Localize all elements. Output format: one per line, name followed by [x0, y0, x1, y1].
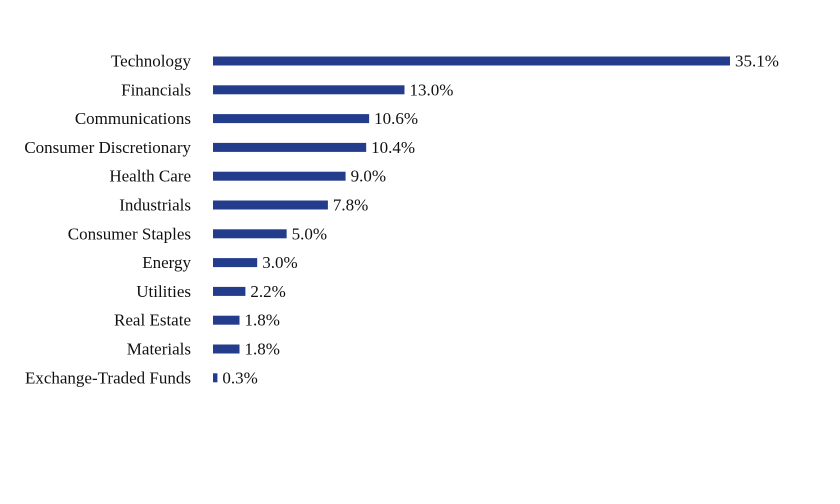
bar-financials	[213, 85, 405, 95]
value-label-utilities: 2.2%	[250, 282, 285, 301]
value-label-financials: 13.0%	[409, 80, 453, 99]
bar-real-estate	[213, 315, 240, 325]
category-label-exchange-traded-funds: Exchange-Traded Funds	[25, 368, 191, 387]
category-label-technology: Technology	[111, 52, 192, 71]
category-label-materials: Materials	[127, 340, 191, 359]
bar-technology	[213, 56, 730, 66]
value-label-technology: 35.1%	[735, 52, 779, 71]
category-label-industrials: Industrials	[119, 196, 191, 215]
category-label-consumer-staples: Consumer Staples	[68, 224, 191, 243]
category-label-utilities: Utilities	[136, 282, 191, 301]
bar-consumer-staples	[213, 229, 287, 239]
value-label-exchange-traded-funds: 0.3%	[222, 368, 257, 387]
bar-health-care	[213, 171, 346, 181]
value-label-health-care: 9.0%	[351, 167, 386, 186]
value-label-consumer-staples: 5.0%	[292, 224, 327, 243]
category-label-communications: Communications	[75, 109, 191, 128]
category-label-real-estate: Real Estate	[114, 311, 191, 330]
bar-communications	[213, 114, 370, 124]
bar-exchange-traded-funds	[213, 373, 218, 383]
value-label-industrials: 7.8%	[333, 196, 368, 215]
value-label-communications: 10.6%	[374, 109, 418, 128]
category-label-consumer-discretionary: Consumer Discretionary	[24, 138, 191, 157]
bar-industrials	[213, 200, 328, 210]
category-labels-group: Technology Financials Communications Consum…	[24, 52, 191, 388]
value-label-real-estate: 1.8%	[245, 311, 280, 330]
bar-consumer-discretionary	[213, 142, 367, 152]
value-label-materials: 1.8%	[245, 340, 280, 359]
category-label-health-care: Health Care	[109, 167, 191, 186]
bar-energy	[213, 258, 258, 268]
category-label-financials: Financials	[121, 80, 191, 99]
bar-materials	[213, 344, 240, 354]
category-label-energy: Energy	[142, 253, 191, 272]
value-label-consumer-discretionary: 10.4%	[371, 138, 415, 157]
bars-group	[213, 56, 730, 383]
bar-utilities	[213, 286, 246, 296]
value-labels-group: 35.1% 13.0% 10.6% 10.4% 9.0% 7.8% 5.0% 3.0% 2.2%…	[222, 52, 779, 388]
value-label-energy: 3.0%	[262, 253, 297, 272]
